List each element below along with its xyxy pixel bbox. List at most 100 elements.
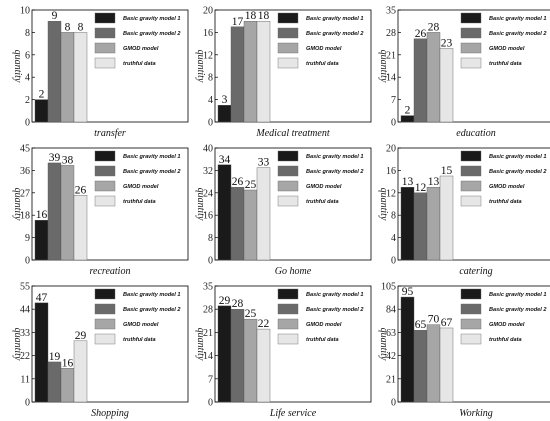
legend-swatch bbox=[460, 57, 482, 69]
y-axis-label: quantity bbox=[378, 328, 389, 361]
y-tick-label: 28 bbox=[203, 305, 213, 316]
bar bbox=[426, 32, 441, 123]
y-tick-label: 0 bbox=[208, 256, 213, 267]
bar bbox=[230, 186, 245, 261]
legend-swatch bbox=[460, 27, 482, 39]
legend-label: truthful data bbox=[123, 199, 156, 205]
bar bbox=[256, 328, 271, 403]
y-tick-label: 8 bbox=[391, 211, 396, 222]
legend-swatch bbox=[94, 12, 116, 24]
plot-frame bbox=[397, 147, 550, 261]
y-axis-label: quantity bbox=[12, 328, 23, 361]
bar bbox=[34, 302, 49, 403]
y-tick-label: 0 bbox=[208, 398, 213, 409]
legend-label: GMOD model bbox=[489, 322, 525, 328]
legend-label: Basic gravity model 1 bbox=[306, 16, 364, 22]
y-axis-label: quantity bbox=[12, 50, 23, 83]
legend-label: GMOD model bbox=[306, 46, 342, 52]
y-tick-label: 2 bbox=[25, 95, 30, 106]
y-tick-label: 24 bbox=[203, 188, 213, 199]
bar-value-label: 15 bbox=[441, 165, 453, 177]
chart-title: transfer bbox=[94, 128, 126, 139]
bar-value-label: 65 bbox=[415, 319, 427, 331]
y-tick-label: 28 bbox=[386, 28, 396, 39]
legend-label: GMOD model bbox=[123, 46, 159, 52]
chart-title: Working bbox=[459, 408, 493, 419]
bar bbox=[439, 327, 454, 403]
chart-title: Shopping bbox=[91, 408, 129, 419]
bar bbox=[60, 368, 75, 403]
y-tick-label: 12 bbox=[203, 50, 213, 61]
y-tick-label: 8 bbox=[208, 73, 213, 84]
legend-label: Basic gravity model 1 bbox=[123, 154, 181, 160]
y-tick-label: 44 bbox=[20, 305, 30, 316]
legend-swatch bbox=[460, 180, 482, 192]
bar bbox=[426, 324, 441, 403]
y-tick-label: 14 bbox=[203, 351, 213, 362]
legend-label: truthful data bbox=[123, 337, 156, 343]
y-tick-label: 16 bbox=[386, 166, 396, 177]
y-tick-label: 6 bbox=[25, 50, 30, 61]
legend-swatch bbox=[94, 303, 116, 315]
legend-label: truthful data bbox=[123, 61, 156, 67]
y-tick-label: 9 bbox=[25, 233, 30, 244]
y-tick-label: 14 bbox=[386, 73, 396, 84]
y-tick-label: 84 bbox=[386, 305, 396, 316]
y-tick-label: 0 bbox=[391, 118, 396, 129]
bar-value-label: 8 bbox=[78, 21, 84, 33]
bar-value-label: 28 bbox=[428, 21, 440, 33]
legend-swatch bbox=[460, 195, 482, 207]
legend-label: Basic gravity model 1 bbox=[123, 292, 181, 298]
y-tick-label: 10 bbox=[20, 6, 30, 17]
bar-value-label: 9 bbox=[52, 10, 58, 22]
y-axis-label: quantity bbox=[195, 328, 206, 361]
legend-swatch bbox=[460, 288, 482, 300]
plot-frame bbox=[31, 285, 189, 403]
bar-value-label: 39 bbox=[49, 152, 61, 164]
y-tick-label: 8 bbox=[25, 28, 30, 39]
chart-title: catering bbox=[459, 266, 492, 277]
y-tick-label: 21 bbox=[203, 328, 213, 339]
legend-label: truthful data bbox=[306, 61, 339, 67]
bar-value-label: 13 bbox=[402, 176, 414, 188]
plot-frame bbox=[31, 147, 189, 261]
bar-value-label: 17 bbox=[232, 16, 244, 28]
plot-frame bbox=[214, 285, 372, 403]
y-tick-label: 8 bbox=[208, 233, 213, 244]
bar bbox=[413, 192, 428, 261]
bar-value-label: 38 bbox=[62, 154, 74, 166]
legend-label: Basic gravity model 1 bbox=[489, 292, 547, 298]
legend-label: Basic gravity model 1 bbox=[306, 154, 364, 160]
y-tick-label: 63 bbox=[386, 328, 396, 339]
chart-panel-9: 0 21 42 63 84 105 quantity 95 65 70 67 Basic gravit… bbox=[378, 282, 550, 419]
legend-label: Basic gravity model 1 bbox=[489, 16, 547, 22]
bar-value-label: 16 bbox=[62, 357, 74, 369]
legend-swatch bbox=[94, 42, 116, 54]
y-axis-label: quantity bbox=[195, 50, 206, 83]
y-tick-label: 7 bbox=[208, 374, 213, 385]
legend-label: Basic gravity model 2 bbox=[306, 31, 364, 37]
bar-value-label: 23 bbox=[441, 37, 453, 49]
y-tick-label: 4 bbox=[25, 73, 30, 84]
legend-swatch bbox=[460, 333, 482, 345]
bar bbox=[243, 318, 258, 403]
y-tick-label: 16 bbox=[203, 28, 213, 39]
legend-label: GMOD model bbox=[306, 184, 342, 190]
bar bbox=[439, 175, 454, 261]
legend-swatch bbox=[460, 42, 482, 54]
bar bbox=[426, 186, 441, 261]
y-tick-label: 0 bbox=[208, 118, 213, 129]
legend-label: GMOD model bbox=[123, 322, 159, 328]
bar-value-label: 18 bbox=[245, 10, 257, 22]
legend-swatch bbox=[460, 150, 482, 162]
bar bbox=[243, 21, 258, 123]
bar-value-label: 8 bbox=[65, 21, 71, 33]
y-tick-label: 20 bbox=[386, 144, 396, 155]
legend-label: GMOD model bbox=[306, 322, 342, 328]
